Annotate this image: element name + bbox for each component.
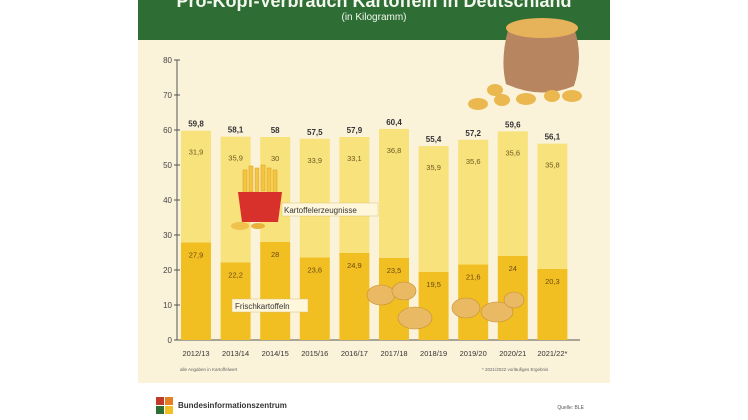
bar-kartoffelerzeugnisse — [181, 130, 211, 243]
data-label-products: 35,6 — [505, 148, 520, 157]
y-tick-label: 0 — [168, 336, 173, 345]
data-label-products: 33,1 — [347, 154, 362, 163]
sack-potatoes-icon — [506, 18, 578, 38]
data-label-products: 36,8 — [387, 146, 402, 155]
data-label-total: 56,1 — [545, 133, 561, 142]
data-label-fresh: 20,3 — [545, 277, 560, 286]
fries-potato-icon — [251, 223, 265, 229]
data-label-products: 35,9 — [426, 163, 441, 172]
loose-potato-icon — [468, 98, 488, 110]
chart-subtitle: (in Kilogramm) — [341, 12, 407, 23]
data-label-products: 33,9 — [307, 156, 322, 165]
potato-icon — [391, 281, 417, 301]
potato-icon — [480, 301, 514, 323]
y-tick-label: 70 — [163, 91, 172, 100]
x-tick-label: 2017/18 — [380, 349, 407, 358]
potato-icon — [397, 306, 433, 330]
data-label-products: 35,8 — [545, 161, 560, 170]
loose-potato-icon — [544, 90, 560, 102]
data-label-products: 30 — [271, 154, 279, 163]
source-note: Quelle: BLE — [557, 405, 584, 411]
potato-sack-icon — [503, 22, 579, 93]
bar-kartoffelerzeugnisse — [497, 131, 528, 256]
note-left: alle Angaben in Kartoffelwert — [180, 367, 238, 372]
bar-frischkartoffeln — [260, 242, 291, 340]
data-label-total: 57,9 — [347, 126, 363, 135]
data-label-fresh: 24,9 — [347, 261, 362, 270]
data-label-fresh: 28 — [271, 250, 279, 259]
y-tick-label: 10 — [163, 301, 172, 310]
x-tick-label: 2019/20 — [460, 349, 487, 358]
data-label-fresh: 27,9 — [189, 250, 204, 259]
y-tick-label: 40 — [163, 196, 172, 205]
footer-brand: Bundesinformationszentrum — [178, 401, 287, 410]
data-label-total: 57,5 — [307, 128, 323, 137]
data-label-fresh: 23,5 — [387, 266, 402, 275]
bar-frischkartoffeln — [537, 268, 568, 340]
brand-logo-icon — [156, 397, 174, 415]
x-tick-label: 2018/19 — [420, 349, 447, 358]
fries-potato-icon — [231, 222, 249, 230]
x-tick-label: 2013/14 — [222, 349, 249, 358]
data-label-total: 57,2 — [465, 129, 481, 138]
data-label-total: 60,4 — [386, 118, 402, 127]
bar-frischkartoffeln — [299, 257, 330, 340]
data-label-total: 59,8 — [188, 120, 204, 129]
legend-box-products — [281, 202, 379, 217]
loose-potato-icon — [562, 90, 582, 102]
fries-box-icon — [238, 164, 282, 222]
bar-kartoffelerzeugnisse — [379, 128, 409, 258]
data-label-fresh: 22,2 — [228, 270, 243, 279]
note-right: * 2021/2022 vorläufiges Ergebnis — [482, 367, 549, 372]
data-label-products: 35,9 — [228, 154, 243, 163]
y-tick-label: 80 — [163, 56, 172, 65]
y-tick-label: 20 — [163, 266, 172, 275]
chart-title: Pro-Kopf-Verbrauch Kartoffeln in Deutsch… — [176, 0, 572, 11]
potato-icon — [451, 297, 481, 319]
x-tick-label: 2021/22* — [537, 349, 567, 358]
bar-kartoffelerzeugnisse — [299, 138, 330, 258]
footer: Bundesinformationszentrum Quelle: BLE — [138, 383, 610, 420]
y-tick-label: 30 — [163, 231, 172, 240]
data-label-products: 35,6 — [466, 157, 481, 166]
bar-kartoffelerzeugnisse — [418, 146, 449, 272]
loose-potato-icon — [494, 94, 510, 106]
x-tick-label: 2015/16 — [301, 349, 328, 358]
data-label-fresh: 19,5 — [426, 280, 441, 289]
potato-icon — [366, 284, 396, 306]
loose-potato-icon — [516, 93, 536, 105]
data-label-total: 58,1 — [228, 126, 244, 135]
data-label-fresh: 23,6 — [307, 265, 322, 274]
bar-frischkartoffeln — [181, 242, 211, 340]
data-label-fresh: 24 — [509, 264, 517, 273]
x-tick-label: 2014/15 — [262, 349, 289, 358]
data-label-total: 59,6 — [505, 120, 521, 129]
x-tick-label: 2016/17 — [341, 349, 368, 358]
loose-potato-icon — [487, 84, 503, 96]
bar-kartoffelerzeugnisse — [537, 143, 568, 269]
legend-label-fresh: Frischkartoffeln — [235, 302, 290, 311]
legend-box-fresh — [231, 298, 309, 313]
bar-kartoffelerzeugnisse — [339, 137, 370, 253]
data-label-total: 58 — [271, 126, 280, 135]
data-label-total: 55,4 — [426, 135, 442, 144]
y-tick-label: 60 — [163, 126, 172, 135]
x-tick-label: 2012/13 — [182, 349, 209, 358]
legend-label-products: Kartoffelerzeugnisse — [284, 206, 357, 215]
bar-kartoffelerzeugnisse — [458, 139, 489, 265]
data-label-products: 31,9 — [189, 148, 204, 157]
x-tick-label: 2020/21 — [499, 349, 526, 358]
bar-frischkartoffeln — [339, 252, 370, 340]
y-tick-label: 50 — [163, 161, 172, 170]
potato-icon — [503, 291, 525, 309]
data-label-fresh: 21,6 — [466, 272, 481, 281]
bar-frischkartoffeln — [418, 271, 449, 340]
